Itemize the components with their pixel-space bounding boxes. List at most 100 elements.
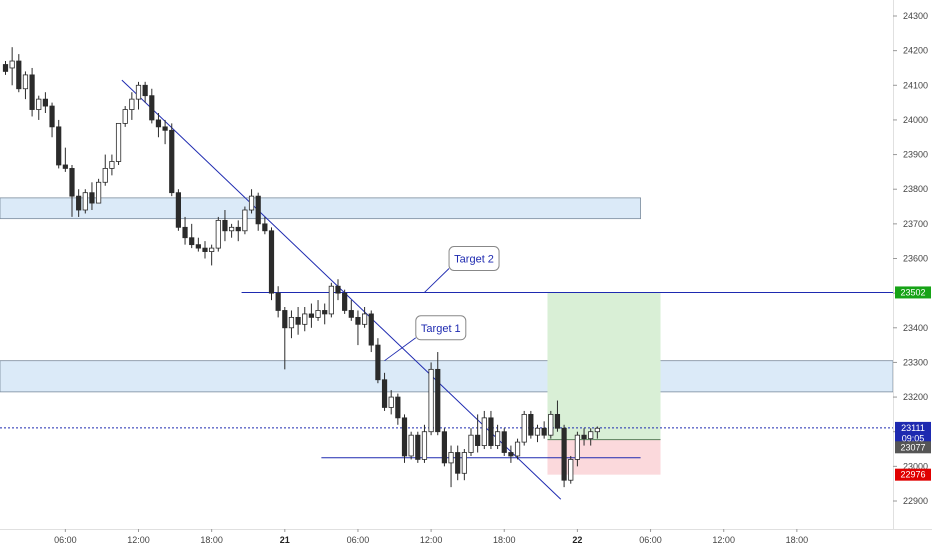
candle-body — [408, 434, 414, 457]
candle — [149, 88, 155, 124]
candle — [581, 428, 587, 446]
price-badge: 23111 — [895, 421, 931, 434]
candle — [594, 426, 600, 439]
candle-body — [315, 310, 321, 318]
candle — [455, 445, 461, 481]
candle — [368, 310, 374, 353]
candle-body — [541, 427, 547, 436]
time-tick-label: 18:00 — [200, 535, 223, 545]
candle-body — [335, 285, 341, 294]
candle-body — [202, 247, 208, 252]
candle — [514, 438, 521, 460]
candle-body — [361, 313, 368, 325]
candle — [448, 445, 454, 488]
time-axis[interactable]: 06:00 12:00 18:00 21 06:00 12:00 18:00 22 06:00 1… — [54, 529, 808, 545]
candle — [468, 428, 474, 456]
candle-body — [268, 230, 275, 294]
candle — [441, 428, 448, 467]
candle — [361, 307, 368, 328]
price-tick-label: 24200 — [903, 46, 928, 56]
candle-body — [588, 431, 594, 440]
candle — [508, 445, 514, 463]
candle — [162, 119, 168, 145]
candle — [388, 390, 394, 415]
candle — [175, 189, 181, 231]
candle-body — [129, 98, 135, 110]
candle-body — [342, 292, 348, 311]
candle-body — [228, 226, 235, 232]
candle — [29, 67, 35, 117]
candle-body — [395, 396, 401, 419]
candle — [189, 223, 195, 249]
candle — [228, 223, 235, 238]
candle — [348, 300, 354, 321]
candle — [195, 237, 201, 252]
candle — [209, 244, 215, 266]
candle-body — [381, 379, 388, 408]
price-badge-label: 09:05 — [902, 434, 925, 444]
candle — [222, 210, 228, 242]
candle-body — [282, 310, 288, 329]
callout-target-1[interactable]: Target 1 — [384, 315, 467, 362]
candle-body — [368, 313, 374, 346]
candle — [295, 307, 301, 335]
candle — [62, 147, 68, 172]
candle-body — [441, 431, 448, 464]
candle-body — [255, 195, 261, 225]
candle-body — [428, 368, 434, 433]
candle-body — [115, 122, 122, 162]
callout-box — [448, 246, 500, 271]
price-badge: 23502 — [895, 286, 931, 299]
zones-layer — [0, 197, 894, 393]
candle-body — [142, 84, 148, 97]
candle — [36, 95, 42, 120]
candle-body — [49, 105, 55, 128]
candle-body — [109, 161, 115, 169]
time-tick-label: 21 — [280, 535, 290, 545]
candle — [115, 122, 122, 165]
time-tick-label: 06:00 — [54, 535, 77, 545]
callout-target-2[interactable]: Target 2 — [424, 246, 500, 293]
price-badge: 23077 — [895, 441, 931, 454]
candle — [302, 307, 308, 332]
lower-supply-zone[interactable] — [0, 360, 894, 393]
candle-body — [62, 164, 68, 169]
candle — [96, 178, 102, 204]
trendline[interactable] — [121, 79, 562, 500]
candle-body — [275, 292, 281, 311]
candle-body — [135, 84, 142, 100]
candle — [109, 154, 115, 176]
upper-supply-zone[interactable] — [0, 197, 641, 220]
candle-body — [435, 368, 441, 433]
candle — [501, 428, 507, 456]
candle-body — [501, 431, 507, 453]
candle — [255, 192, 261, 231]
price-tick-label: 23200 — [903, 392, 928, 402]
candle-body — [248, 195, 255, 211]
callout-box — [415, 315, 467, 341]
callouts-layer: Target 2 Target 1 — [384, 246, 500, 362]
candle — [282, 307, 288, 370]
candle — [335, 279, 341, 301]
candle-body — [494, 431, 501, 446]
candle — [488, 410, 494, 450]
time-tick-label: 12:00 — [420, 535, 443, 545]
candle-body — [388, 396, 394, 408]
candle-body — [461, 452, 467, 474]
candle-body — [508, 452, 514, 457]
candle-body — [222, 219, 228, 232]
candle — [262, 216, 268, 235]
position-profit-zone[interactable] — [547, 292, 661, 440]
candle — [534, 424, 541, 443]
candle — [342, 289, 348, 314]
candle — [315, 300, 321, 321]
candle-body — [56, 126, 62, 166]
callout-label: Target 1 — [421, 323, 461, 335]
candle — [248, 189, 255, 214]
price-badge-label: 22976 — [900, 470, 925, 480]
candle — [421, 424, 428, 463]
candle — [2, 61, 9, 75]
